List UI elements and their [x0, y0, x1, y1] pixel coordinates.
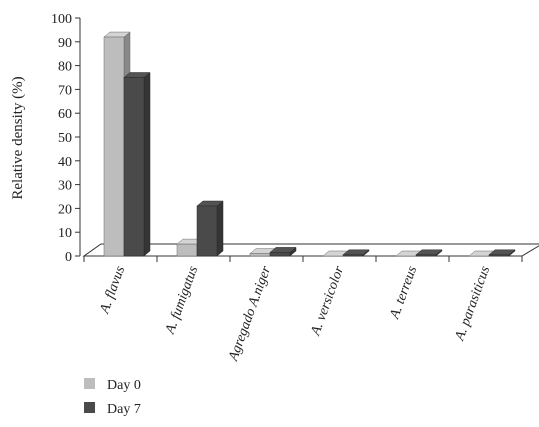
bar-day-7-1 — [196, 200, 224, 257]
legend-label-day-7: Day 7 — [107, 402, 141, 417]
y-tick-label: 10 — [58, 226, 72, 241]
y-tick-label: 90 — [58, 36, 72, 51]
bar-front — [415, 254, 437, 257]
bar-side — [143, 71, 151, 257]
y-tick-label: 50 — [58, 131, 72, 146]
bar-day-7-3 — [342, 249, 370, 257]
x-tick-label: Agregado A.niger — [226, 264, 275, 364]
legend-label-day-0: Day 0 — [107, 378, 141, 393]
bars — [103, 31, 516, 257]
bar-front — [249, 253, 271, 257]
x-tick-label: A. terreus — [387, 264, 420, 322]
legend-swatch-day-0 — [84, 378, 95, 389]
y-tick-label: 40 — [58, 155, 72, 170]
bar-day-7-2 — [269, 246, 297, 257]
bar-front — [269, 252, 291, 257]
y-tick-label: 20 — [58, 202, 72, 217]
x-tick-label: A. parasiticus — [452, 264, 493, 344]
legend-swatch-day-7 — [84, 402, 95, 413]
y-axis-title: Relative density (%) — [10, 76, 26, 199]
bar-day-7-4 — [415, 249, 443, 257]
y-tick-label: 100 — [51, 12, 72, 27]
bar-front — [196, 205, 218, 257]
bar-front — [103, 36, 125, 257]
bar-side — [216, 200, 224, 257]
legend: Day 0 Day 7 — [84, 378, 141, 417]
x-tick-label: A. versicolor — [308, 264, 347, 339]
bar-front — [176, 243, 198, 257]
y-tick-label: 70 — [58, 83, 72, 98]
bar-front — [342, 254, 364, 257]
bar-day-7-0 — [123, 71, 151, 257]
bar-front — [123, 77, 145, 257]
y-tick-label: 80 — [58, 60, 72, 75]
y-tick-label: 30 — [58, 179, 72, 194]
bar-day-7-5 — [488, 249, 516, 257]
x-tick-label: A. flavus — [97, 264, 128, 317]
y-tick-label: 60 — [58, 107, 72, 122]
x-tick-label: A. fumigatus — [163, 264, 202, 337]
chart-floor — [82, 243, 539, 257]
bar-front — [488, 254, 510, 257]
y-tick-label: 0 — [65, 250, 72, 265]
